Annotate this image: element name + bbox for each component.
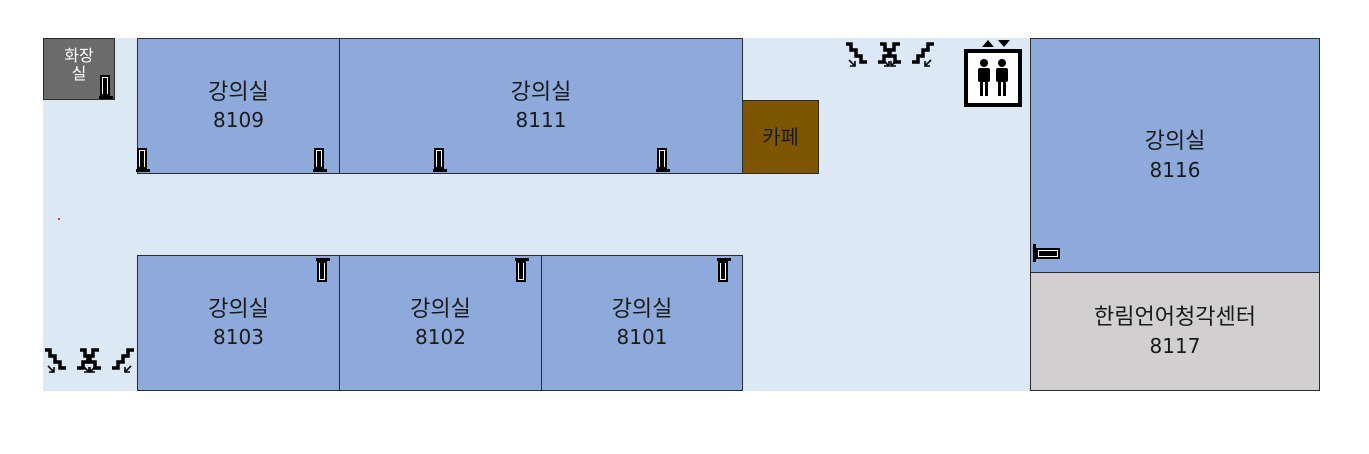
room-8102-number: 8102 [415,325,466,350]
room-8101-number: 8101 [616,325,668,350]
room-8103[interactable]: 강의실 8103 [137,255,340,391]
door-icon [136,148,150,172]
room-8103-number: 8103 [213,325,264,350]
door-icon [99,75,113,99]
room-8116[interactable]: 강의실 8116 [1030,38,1320,273]
room-8102-name: 강의실 [410,296,471,322]
door-icon [515,258,529,282]
door-icon [717,258,731,282]
location-marker [58,218,60,220]
door-icon [433,148,447,172]
room-8111-number: 8111 [515,108,567,133]
door-icon [1033,244,1060,262]
door-icon [656,148,670,172]
cafe-label: 카페 [762,124,799,149]
room-8109-number: 8109 [213,108,264,133]
room-8116-name: 강의실 [1144,129,1206,155]
restroom-label-line1: 화장 [64,46,94,65]
room-8102[interactable]: 강의실 8102 [339,255,542,391]
room-8117-number: 8117 [1149,333,1201,358]
room-8116-number: 8116 [1149,157,1201,182]
room-8111-name: 강의실 [510,79,572,105]
room-8117[interactable]: 한림언어청각센터 8117 [1030,272,1320,391]
room-8109-name: 강의실 [208,79,269,105]
stairs-icon [80,348,136,374]
stairs-icon [880,42,936,68]
room-8111[interactable]: 강의실 8111 [339,38,743,174]
room-8101-name: 강의실 [611,296,673,322]
room-8109[interactable]: 강의실 8109 [137,38,340,174]
door-icon [316,258,330,282]
cafe[interactable]: 카페 [742,100,819,174]
elevator-icon [964,40,1022,107]
door-icon [313,148,327,172]
restroom-label-line2: 실 [71,63,87,83]
room-8101[interactable]: 강의실 8101 [541,255,743,391]
room-8117-name: 한림언어청각센터 [1094,305,1256,331]
room-8103-name: 강의실 [208,296,269,322]
